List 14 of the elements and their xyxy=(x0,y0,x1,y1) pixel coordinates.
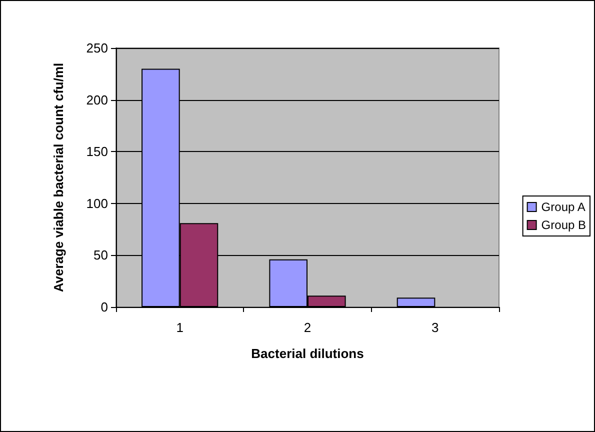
x-tick-label: 3 xyxy=(432,320,439,335)
y-tick-label: 100 xyxy=(86,196,108,211)
legend-label: Group B xyxy=(541,218,586,232)
y-tick-label: 150 xyxy=(86,144,108,160)
y-tick-label: 50 xyxy=(94,248,108,263)
y-axis-title: Average viable bacterial count cfu/ml xyxy=(51,62,66,292)
y-tick-label: 250 xyxy=(86,40,108,56)
x-axis-title: Bacterial dilutions xyxy=(251,346,364,361)
bar xyxy=(396,298,436,307)
x-tick-label: 2 xyxy=(304,320,312,335)
y-tick-label: 200 xyxy=(86,92,108,108)
legend-label: Group A xyxy=(541,200,586,214)
x-tick-label: 1 xyxy=(176,320,184,335)
y-tick-label: 0 xyxy=(100,300,108,314)
